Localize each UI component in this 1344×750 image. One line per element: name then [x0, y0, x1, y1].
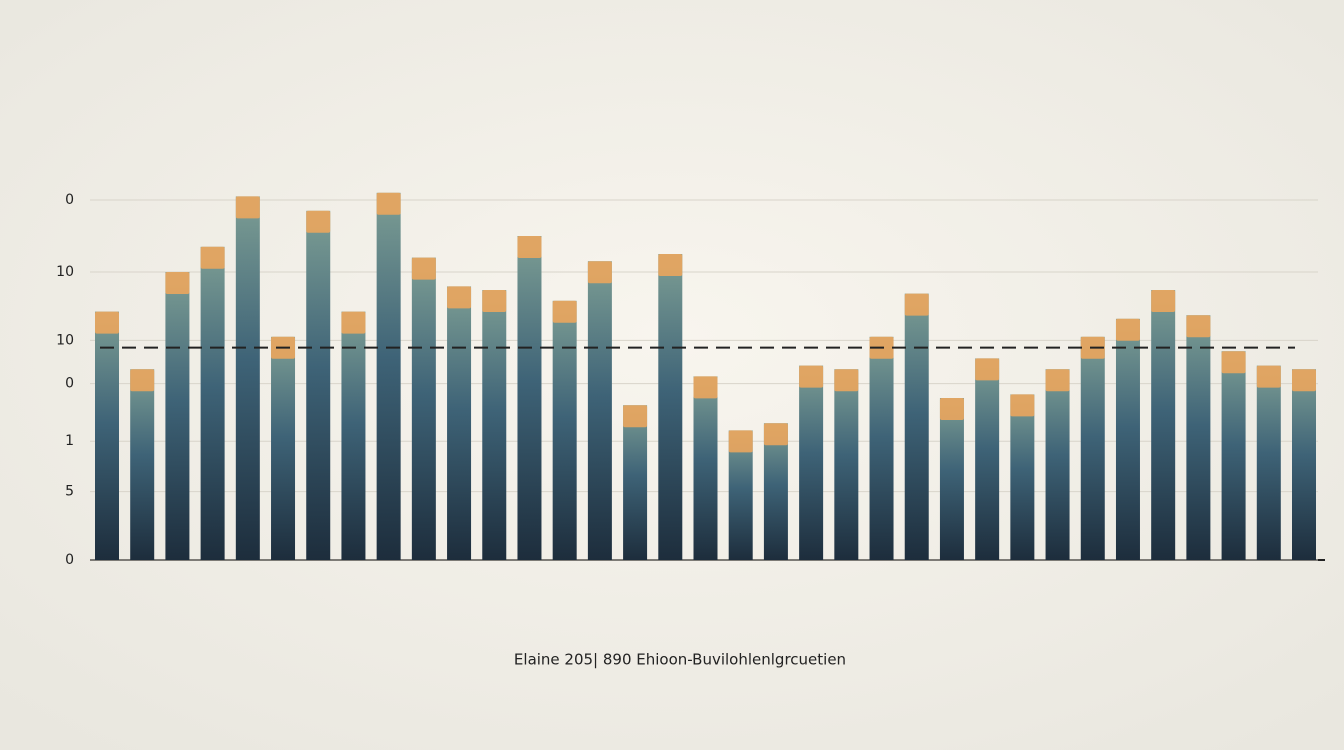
- bar: [411, 257, 436, 560]
- bar-cap: [693, 376, 718, 399]
- bar-cap: [411, 257, 436, 280]
- bar-cap: [975, 358, 1000, 381]
- bar-cap: [939, 398, 964, 420]
- bar: [1292, 369, 1316, 560]
- bar: [200, 246, 225, 561]
- bar-cap: [1151, 290, 1176, 312]
- y-tick-label: 10: [56, 264, 74, 280]
- bar-cap: [130, 369, 155, 392]
- chart-title: Elaine 205| 890 Ehioon-Buvilohlenlgrcuet…: [514, 651, 846, 669]
- bar-cap: [1010, 394, 1035, 417]
- bar: [658, 254, 683, 560]
- bar: [235, 196, 260, 560]
- bar: [1010, 394, 1035, 560]
- bar: [95, 311, 119, 560]
- bar: [1256, 365, 1281, 560]
- bar: [587, 261, 612, 560]
- bar-cap: [341, 311, 366, 334]
- bar: [517, 236, 542, 560]
- bar: [552, 300, 577, 560]
- bar: [799, 365, 824, 560]
- bar-cap: [799, 365, 824, 388]
- bar: [869, 336, 894, 560]
- bar-cap: [1186, 315, 1211, 338]
- bar: [130, 369, 155, 560]
- bar-cap: [1292, 369, 1316, 392]
- bar: [482, 290, 507, 560]
- bar: [1115, 318, 1140, 560]
- bar-cap: [376, 192, 401, 215]
- bar-cap: [763, 423, 788, 446]
- bar-cap: [834, 369, 859, 392]
- y-tick-label: 5: [65, 484, 74, 500]
- bar: [763, 423, 788, 560]
- bar-cap: [447, 286, 472, 309]
- bar: [939, 398, 964, 560]
- bar-cap: [1256, 365, 1281, 388]
- bar-cap: [658, 254, 683, 276]
- bar-cap: [1221, 351, 1246, 374]
- bar-cap: [1045, 369, 1070, 392]
- bar-cap: [728, 430, 753, 453]
- y-tick-label: 0: [65, 376, 74, 392]
- bar-cap: [95, 311, 119, 334]
- bar: [1151, 290, 1176, 560]
- bar-cap: [904, 293, 929, 316]
- bar: [271, 336, 296, 560]
- bar-cap: [165, 272, 190, 294]
- bar-cap: [1115, 318, 1140, 341]
- bar-cap: [552, 300, 577, 323]
- y-tick-label: 0: [65, 552, 74, 568]
- bar: [975, 358, 1000, 560]
- bar-cap: [235, 196, 260, 219]
- bar: [165, 272, 190, 560]
- bar: [1045, 369, 1070, 560]
- y-tick-label: 0: [65, 192, 74, 208]
- bar: [1080, 336, 1105, 560]
- y-tick-label: 1: [65, 433, 74, 449]
- bar-cap: [517, 236, 542, 258]
- bar: [1221, 351, 1246, 560]
- bar: [904, 293, 929, 560]
- bar: [1186, 315, 1211, 560]
- bar: [693, 376, 718, 560]
- bar: [447, 286, 472, 560]
- bar-cap: [482, 290, 507, 312]
- bar-cap: [200, 246, 225, 269]
- y-tick-label: 10: [56, 332, 74, 348]
- bar: [623, 405, 648, 560]
- bar: [341, 311, 366, 560]
- bar: [306, 210, 331, 561]
- bar-cap: [623, 405, 648, 428]
- bar-cap: [587, 261, 612, 284]
- bar: [834, 369, 859, 560]
- bar-cap: [306, 210, 331, 233]
- bar: [376, 192, 401, 561]
